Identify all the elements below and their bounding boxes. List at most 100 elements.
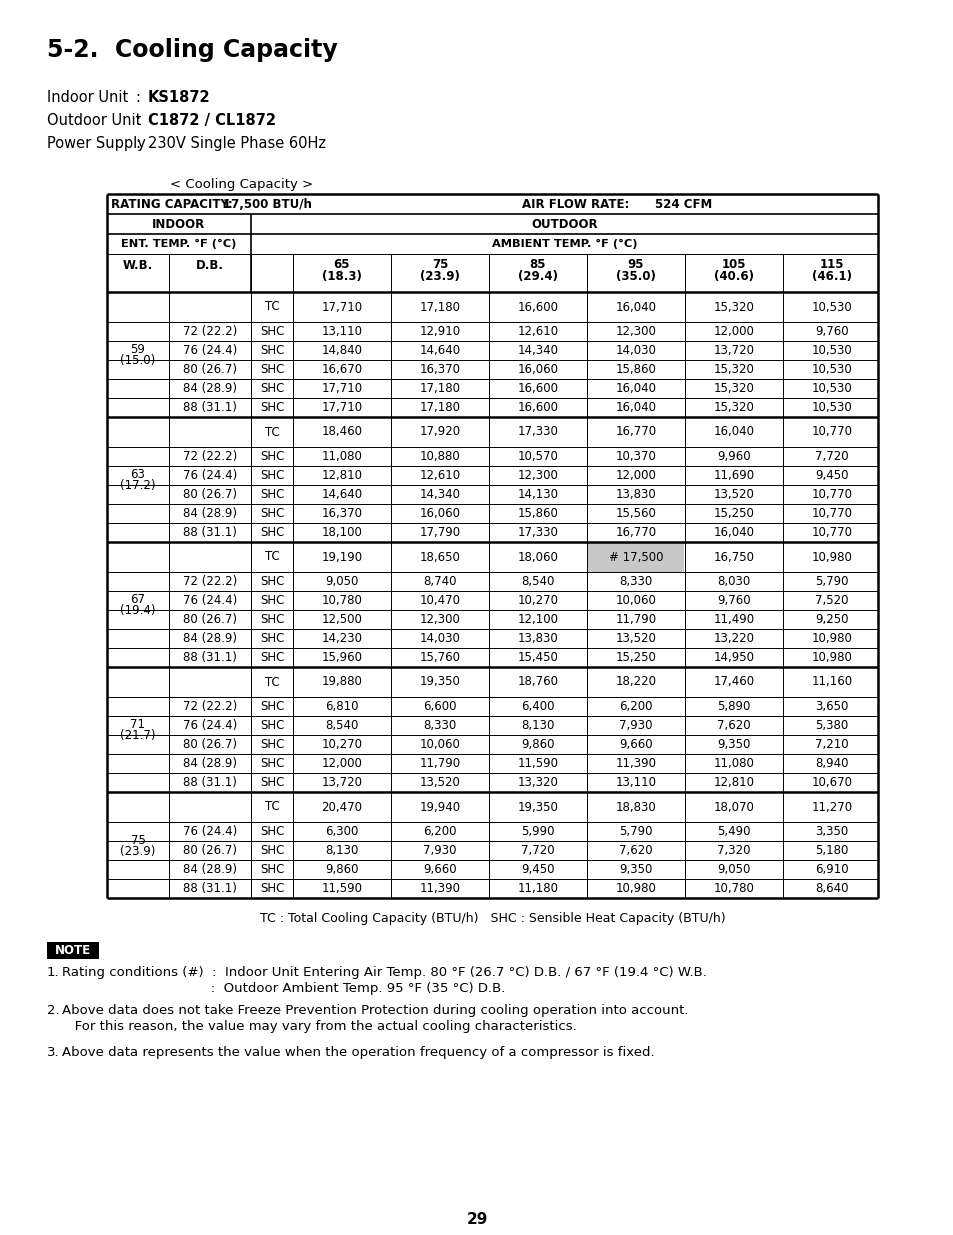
Text: For this reason, the value may vary from the actual cooling characteristics.: For this reason, the value may vary from…	[62, 1020, 577, 1032]
Text: 19,940: 19,940	[419, 800, 460, 814]
Text: 2.: 2.	[47, 1004, 59, 1016]
Text: 13,720: 13,720	[321, 776, 362, 789]
Text: SHC: SHC	[259, 776, 284, 789]
Text: 7,720: 7,720	[520, 844, 555, 857]
Text: 10,770: 10,770	[811, 488, 852, 501]
Text: :: :	[135, 136, 140, 151]
Text: < Cooling Capacity >: < Cooling Capacity >	[170, 178, 313, 191]
Text: OUTDOOR: OUTDOOR	[531, 217, 598, 231]
Text: 75: 75	[131, 834, 145, 846]
Text: AMBIENT TEMP. °F (°C): AMBIENT TEMP. °F (°C)	[491, 238, 637, 249]
Text: 3,650: 3,650	[815, 700, 848, 713]
Text: 11,590: 11,590	[321, 882, 362, 895]
Text: 5,790: 5,790	[815, 576, 848, 588]
Text: 18,650: 18,650	[419, 551, 460, 563]
Text: SHC: SHC	[259, 382, 284, 395]
Text: 84 (28.9): 84 (28.9)	[183, 508, 236, 520]
Text: 5,180: 5,180	[815, 844, 848, 857]
Text: 72 (22.2): 72 (22.2)	[183, 576, 237, 588]
Text: 76 (24.4): 76 (24.4)	[183, 594, 237, 606]
Text: 10,530: 10,530	[811, 345, 851, 357]
Text: 16,600: 16,600	[517, 382, 558, 395]
Text: 18,760: 18,760	[517, 676, 558, 688]
Text: SHC: SHC	[259, 576, 284, 588]
Text: 15,450: 15,450	[517, 651, 558, 664]
Text: # 17,500: # 17,500	[608, 551, 662, 563]
Text: 9,660: 9,660	[423, 863, 456, 876]
Text: C1872 / CL1872: C1872 / CL1872	[148, 112, 275, 128]
Text: 17,710: 17,710	[321, 300, 362, 314]
Text: SHC: SHC	[259, 632, 284, 645]
Text: 6,300: 6,300	[325, 825, 358, 839]
Text: 8,130: 8,130	[520, 719, 554, 732]
Text: RATING CAPACITY:: RATING CAPACITY:	[111, 198, 233, 210]
Text: 10,060: 10,060	[419, 739, 460, 751]
Text: W.B.: W.B.	[123, 259, 153, 272]
Text: 10,770: 10,770	[811, 526, 852, 538]
Text: TC : Total Cooling Capacity (BTU/h)   SHC : Sensible Heat Capacity (BTU/h): TC : Total Cooling Capacity (BTU/h) SHC …	[259, 911, 724, 925]
Text: 12,000: 12,000	[713, 325, 754, 338]
Text: 14,130: 14,130	[517, 488, 558, 501]
Text: 10,370: 10,370	[615, 450, 656, 463]
Text: (35.0): (35.0)	[616, 270, 656, 283]
Text: 72 (22.2): 72 (22.2)	[183, 450, 237, 463]
Text: 16,600: 16,600	[517, 300, 558, 314]
Text: TC: TC	[264, 800, 279, 814]
Text: 17,710: 17,710	[321, 401, 362, 414]
Text: 76 (24.4): 76 (24.4)	[183, 719, 237, 732]
Text: 7,620: 7,620	[618, 844, 652, 857]
Text: 88 (31.1): 88 (31.1)	[183, 526, 236, 538]
Text: 9,350: 9,350	[717, 739, 750, 751]
Text: KS1872: KS1872	[148, 90, 211, 105]
Text: 8,940: 8,940	[815, 757, 848, 769]
Text: 11,590: 11,590	[517, 757, 558, 769]
Text: 10,980: 10,980	[811, 632, 852, 645]
Text: 16,060: 16,060	[517, 363, 558, 375]
Text: 12,000: 12,000	[615, 469, 656, 482]
Text: 10,060: 10,060	[615, 594, 656, 606]
Text: 10,270: 10,270	[517, 594, 558, 606]
Text: 16,040: 16,040	[615, 401, 656, 414]
Text: 12,810: 12,810	[321, 469, 362, 482]
Text: 10,770: 10,770	[811, 508, 852, 520]
Text: 9,250: 9,250	[815, 613, 848, 626]
Text: 15,860: 15,860	[615, 363, 656, 375]
Text: 14,640: 14,640	[419, 345, 460, 357]
Text: 524 CFM: 524 CFM	[655, 198, 712, 210]
Text: (40.6): (40.6)	[713, 270, 753, 283]
Text: 5,490: 5,490	[717, 825, 750, 839]
Text: 12,100: 12,100	[517, 613, 558, 626]
Text: 13,520: 13,520	[713, 488, 754, 501]
Text: 80 (26.7): 80 (26.7)	[183, 613, 236, 626]
Text: 11,790: 11,790	[615, 613, 656, 626]
Text: Above data does not take Freeze Prevention Protection during cooling operation i: Above data does not take Freeze Preventi…	[62, 1004, 688, 1016]
Text: 16,370: 16,370	[321, 508, 362, 520]
Text: 10,470: 10,470	[419, 594, 460, 606]
Text: 18,060: 18,060	[517, 551, 558, 563]
Text: 12,300: 12,300	[517, 469, 558, 482]
Text: 15,560: 15,560	[615, 508, 656, 520]
Text: Above data represents the value when the operation frequency of a compressor is : Above data represents the value when the…	[62, 1046, 654, 1058]
Text: 17,920: 17,920	[419, 426, 460, 438]
Text: 18,220: 18,220	[615, 676, 656, 688]
Text: 12,910: 12,910	[419, 325, 460, 338]
Text: 10,530: 10,530	[811, 401, 851, 414]
Text: (46.1): (46.1)	[811, 270, 851, 283]
Text: 17,330: 17,330	[517, 526, 558, 538]
Text: 105: 105	[721, 258, 745, 270]
Text: AIR FLOW RATE:: AIR FLOW RATE:	[521, 198, 629, 210]
Text: 10,270: 10,270	[321, 739, 362, 751]
Text: 15,960: 15,960	[321, 651, 362, 664]
Text: SHC: SHC	[259, 401, 284, 414]
Text: 13,520: 13,520	[419, 776, 460, 789]
Text: 12,610: 12,610	[419, 469, 460, 482]
Text: 12,300: 12,300	[419, 613, 460, 626]
Text: 14,030: 14,030	[419, 632, 460, 645]
Text: 6,910: 6,910	[814, 863, 848, 876]
Text: 9,050: 9,050	[717, 863, 750, 876]
Text: 20,470: 20,470	[321, 800, 362, 814]
Text: 15,320: 15,320	[713, 363, 754, 375]
Text: 16,040: 16,040	[713, 526, 754, 538]
Text: 14,340: 14,340	[517, 345, 558, 357]
Text: (23.9): (23.9)	[120, 845, 155, 857]
